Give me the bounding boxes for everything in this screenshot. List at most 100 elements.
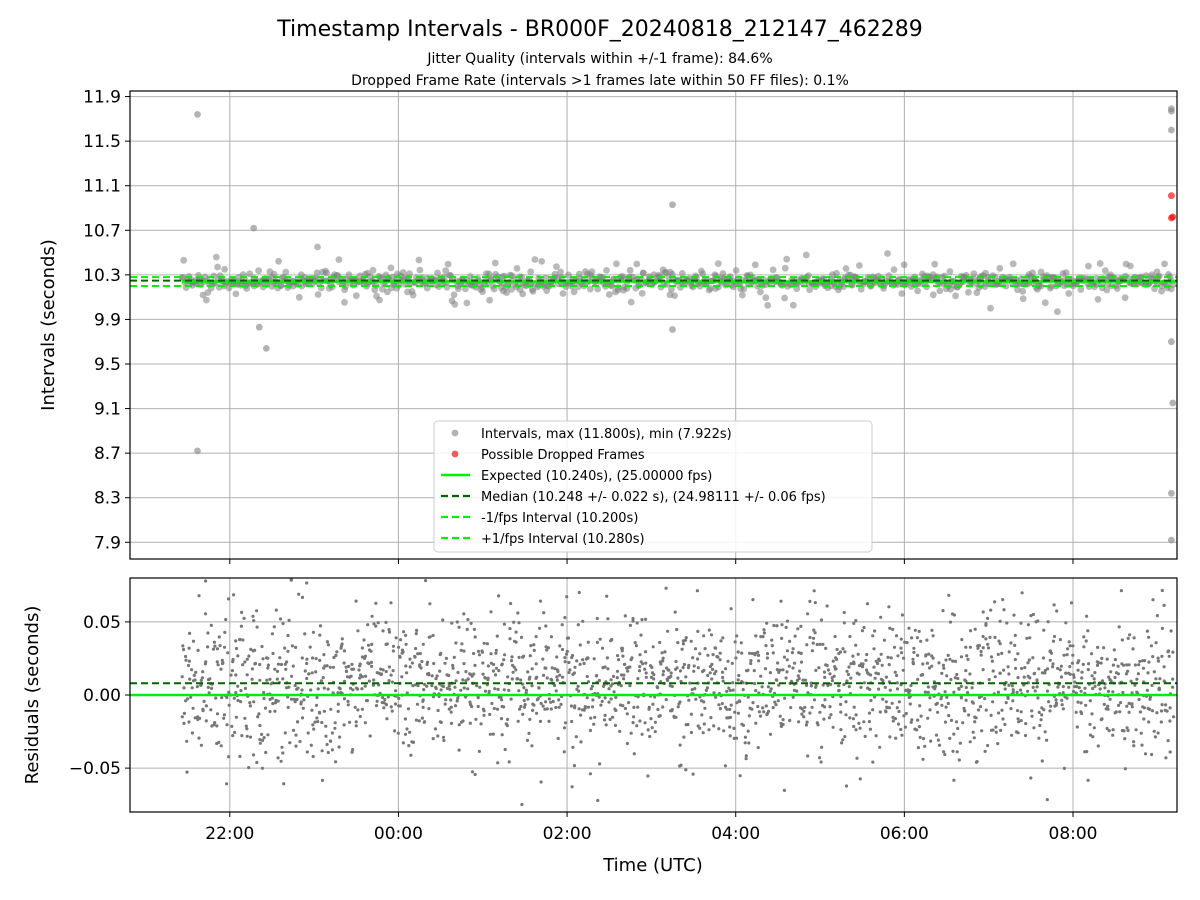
residual-point [1028, 676, 1032, 680]
residual-point [787, 664, 791, 668]
residual-point [264, 750, 268, 755]
residual-point [476, 704, 480, 709]
residual-point [204, 704, 208, 708]
residual-point [204, 579, 208, 583]
residual-point [861, 662, 865, 666]
residual-point [227, 690, 231, 695]
residual-point [986, 642, 990, 646]
residual-point [714, 695, 718, 699]
residual-point [632, 705, 636, 710]
residual-point [303, 669, 307, 673]
residual-point [818, 642, 822, 647]
residual-point [887, 663, 891, 667]
residual-point [220, 661, 225, 666]
residual-point [781, 718, 785, 722]
interval-point [996, 264, 1004, 272]
residual-point [1016, 731, 1020, 735]
residual-point [1014, 666, 1018, 671]
residual-point [721, 636, 725, 640]
residual-point [962, 709, 967, 713]
residual-point [330, 731, 334, 735]
residual-point [721, 679, 725, 683]
interval-point [638, 289, 646, 297]
residual-point [1155, 614, 1159, 618]
residual-point [1006, 696, 1010, 701]
residual-point [754, 689, 758, 693]
residual-point [882, 638, 887, 642]
residual-point [270, 696, 274, 700]
residual-point [543, 707, 547, 711]
residual-point [718, 707, 723, 711]
residual-point [389, 673, 393, 677]
residual-point [1130, 691, 1134, 695]
residual-point [250, 667, 254, 671]
residual-point [805, 683, 809, 688]
interval-point [1077, 286, 1085, 293]
residual-point [917, 629, 921, 634]
residual-point [449, 710, 453, 714]
residual-point [684, 675, 688, 679]
residual-point [360, 687, 364, 691]
residual-point [419, 666, 423, 670]
residual-point [865, 668, 869, 672]
interval-outlier-point [262, 345, 270, 352]
residual-point [367, 662, 371, 666]
residual-point [757, 659, 761, 663]
residual-point [1056, 666, 1060, 671]
residual-point [294, 744, 298, 748]
residual-point [831, 659, 835, 663]
residual-point [641, 662, 645, 666]
residual-point [481, 661, 485, 665]
residual-point [814, 668, 818, 673]
residual-point [381, 668, 385, 672]
residual-point [219, 744, 223, 748]
residual-point [733, 640, 737, 644]
residual-point [199, 678, 203, 683]
residual-point [1095, 663, 1100, 668]
residual-point [318, 658, 322, 663]
residual-point [507, 688, 511, 693]
interval-point [941, 272, 948, 280]
residual-point [1102, 702, 1106, 707]
residual-point [374, 704, 379, 708]
residual-point [631, 619, 635, 623]
residual-point [937, 661, 941, 665]
residual-point [712, 724, 716, 728]
residual-point [457, 723, 461, 727]
intervals-y-tick-label: 10.3 [83, 266, 121, 286]
residual-point [1052, 603, 1056, 607]
residual-point [915, 636, 920, 640]
residual-point [1065, 696, 1069, 700]
residual-point [549, 707, 553, 711]
residual-point [852, 662, 856, 666]
residual-point [1031, 612, 1035, 617]
residual-point [921, 757, 925, 761]
residual-point [710, 662, 714, 667]
residual-point [551, 699, 555, 704]
residual-point [658, 714, 662, 718]
residual-point [310, 671, 314, 675]
residual-point [468, 700, 472, 704]
residual-point [618, 729, 622, 734]
residual-point [1155, 711, 1159, 715]
residual-point [942, 666, 946, 670]
residual-point [492, 706, 496, 711]
residual-point [537, 686, 541, 690]
residual-point [989, 713, 993, 718]
residual-point [736, 711, 741, 715]
residual-point [422, 720, 426, 724]
residual-point [1030, 714, 1034, 718]
legend-label-intervals: Intervals, max (11.800s), min (7.922s) [481, 427, 732, 442]
residual-point [483, 689, 488, 693]
residual-point [926, 685, 931, 689]
interval-point [1121, 294, 1129, 302]
residual-point [790, 651, 795, 655]
residual-point [480, 650, 485, 654]
residual-point [414, 646, 418, 651]
residual-point [824, 646, 828, 651]
residual-point [502, 622, 506, 626]
residual-point [799, 624, 803, 629]
residual-point [500, 663, 504, 667]
residual-point [1091, 735, 1095, 739]
residual-point [243, 716, 247, 720]
